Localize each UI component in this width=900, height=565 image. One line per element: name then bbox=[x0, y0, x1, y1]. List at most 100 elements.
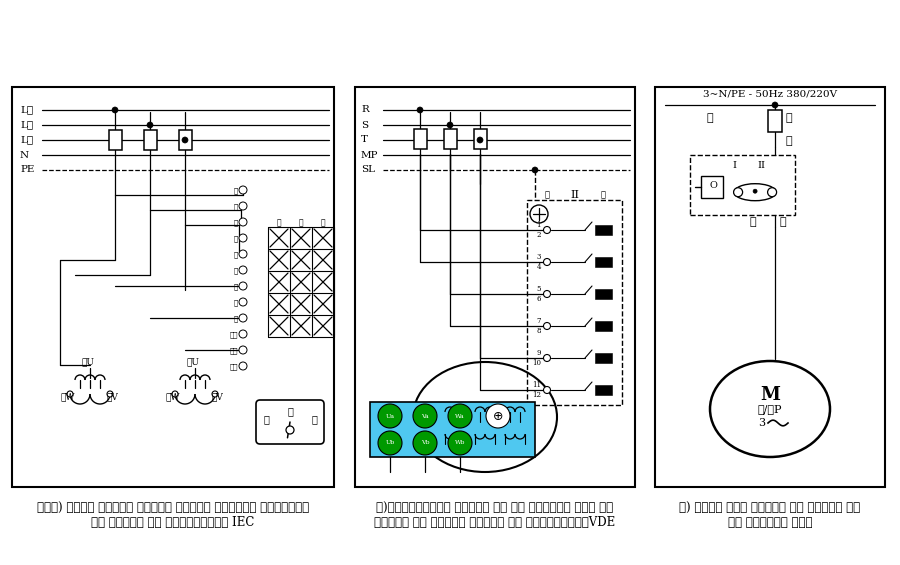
Text: L۳: L۳ bbox=[20, 136, 33, 145]
Circle shape bbox=[413, 431, 437, 455]
Circle shape bbox=[477, 137, 483, 143]
Text: ۲: ۲ bbox=[234, 202, 238, 210]
FancyBboxPatch shape bbox=[256, 400, 324, 444]
Bar bbox=[595, 321, 612, 331]
Circle shape bbox=[378, 404, 402, 428]
Circle shape bbox=[544, 290, 551, 298]
Circle shape bbox=[544, 354, 551, 362]
Circle shape bbox=[239, 218, 247, 226]
Circle shape bbox=[182, 137, 188, 143]
Text: الف) شمای حقیقی اتصال موتور سیم‌پیچ جداگانه: الف) شمای حقیقی اتصال موتور سیم‌پیچ جداگ… bbox=[37, 502, 309, 515]
Text: ۵: ۵ bbox=[234, 250, 238, 258]
Text: ب)راه‌اندازی موتور با دو سیم‌پیچ جدا دو: ب)راه‌اندازی موتور با دو سیم‌پیچ جدا دو bbox=[376, 502, 614, 515]
Bar bbox=[473, 129, 487, 149]
Text: 6: 6 bbox=[536, 295, 541, 303]
Circle shape bbox=[239, 362, 247, 370]
Bar bbox=[143, 130, 157, 150]
Bar bbox=[355, 87, 635, 487]
Bar bbox=[109, 130, 122, 150]
Circle shape bbox=[107, 391, 113, 397]
Text: 3: 3 bbox=[759, 418, 766, 428]
Text: N: N bbox=[20, 150, 29, 159]
Circle shape bbox=[544, 386, 551, 393]
Text: T: T bbox=[361, 136, 368, 145]
Text: L۲: L۲ bbox=[20, 120, 33, 129]
Circle shape bbox=[67, 391, 73, 397]
Circle shape bbox=[286, 426, 294, 434]
Bar bbox=[595, 385, 612, 395]
Bar bbox=[12, 87, 334, 487]
Circle shape bbox=[239, 186, 247, 194]
Text: 12: 12 bbox=[532, 391, 541, 399]
Text: ۱V: ۱V bbox=[106, 393, 118, 402]
Ellipse shape bbox=[710, 361, 830, 457]
Circle shape bbox=[544, 259, 551, 266]
Text: 9: 9 bbox=[536, 349, 541, 357]
Circle shape bbox=[112, 107, 118, 113]
Bar bbox=[527, 200, 622, 405]
Text: ۲W: ۲W bbox=[166, 393, 180, 402]
Text: ۱: ۱ bbox=[234, 186, 238, 194]
Text: 1: 1 bbox=[536, 221, 541, 229]
Text: M: M bbox=[760, 386, 780, 404]
Text: ۴: ۴ bbox=[234, 234, 238, 242]
Circle shape bbox=[544, 227, 551, 233]
Circle shape bbox=[448, 431, 472, 455]
Circle shape bbox=[734, 188, 742, 197]
Text: ۲: ۲ bbox=[600, 191, 606, 199]
Text: II: II bbox=[758, 160, 765, 170]
Circle shape bbox=[239, 346, 247, 354]
Circle shape bbox=[447, 122, 453, 128]
Text: سرعته با اتصال ستاره در استانداردVDE: سرعته با اتصال ستاره در استانداردVDE bbox=[374, 515, 616, 528]
Circle shape bbox=[239, 234, 247, 242]
Text: 5: 5 bbox=[536, 285, 541, 293]
Text: ۶: ۶ bbox=[234, 266, 238, 274]
Text: Wa: Wa bbox=[455, 414, 464, 419]
Bar bbox=[595, 225, 612, 235]
Circle shape bbox=[147, 122, 153, 128]
Text: ۲U: ۲U bbox=[186, 358, 200, 367]
Text: S: S bbox=[361, 120, 368, 129]
Circle shape bbox=[486, 404, 510, 428]
Text: R: R bbox=[361, 106, 369, 115]
Circle shape bbox=[530, 205, 548, 223]
Text: ۲: ۲ bbox=[320, 219, 325, 227]
Text: 8: 8 bbox=[536, 327, 541, 335]
Text: ۱: ۱ bbox=[544, 191, 550, 199]
Text: ۲: ۲ bbox=[311, 415, 317, 424]
Circle shape bbox=[172, 391, 178, 397]
Ellipse shape bbox=[734, 184, 776, 201]
Circle shape bbox=[239, 266, 247, 274]
Text: ⊕: ⊕ bbox=[493, 410, 503, 423]
Text: L۱: L۱ bbox=[20, 106, 33, 115]
Circle shape bbox=[212, 391, 218, 397]
Circle shape bbox=[239, 282, 247, 290]
Circle shape bbox=[448, 404, 472, 428]
Text: 4: 4 bbox=[536, 263, 541, 271]
Text: ۳: ۳ bbox=[234, 218, 238, 226]
Bar bbox=[413, 129, 427, 149]
Text: MP: MP bbox=[361, 150, 379, 159]
Ellipse shape bbox=[413, 362, 557, 472]
Text: ۸/۶P: ۸/۶P bbox=[758, 404, 782, 414]
Bar bbox=[595, 257, 612, 267]
Text: SL: SL bbox=[361, 166, 375, 175]
Text: ۹: ۹ bbox=[234, 314, 238, 322]
Text: ۴: ۴ bbox=[785, 136, 792, 146]
Text: ۱۱: ۱۱ bbox=[230, 346, 238, 354]
Text: ۰: ۰ bbox=[287, 407, 292, 416]
Text: ۲V: ۲V bbox=[212, 393, 223, 402]
Circle shape bbox=[239, 314, 247, 322]
Text: PE: PE bbox=[20, 166, 34, 175]
Text: Va: Va bbox=[421, 414, 428, 419]
Bar bbox=[595, 289, 612, 299]
Text: ۱U: ۱U bbox=[82, 358, 94, 367]
Circle shape bbox=[239, 202, 247, 210]
Bar bbox=[690, 155, 795, 215]
Circle shape bbox=[544, 323, 551, 329]
Text: Ub: Ub bbox=[385, 441, 395, 445]
Text: ۱: ۱ bbox=[263, 415, 269, 424]
Text: ج) شمای فنی موتور دو سرعته با: ج) شمای فنی موتور دو سرعته با bbox=[680, 502, 860, 515]
Circle shape bbox=[239, 298, 247, 306]
Text: ۳: ۳ bbox=[785, 113, 792, 123]
